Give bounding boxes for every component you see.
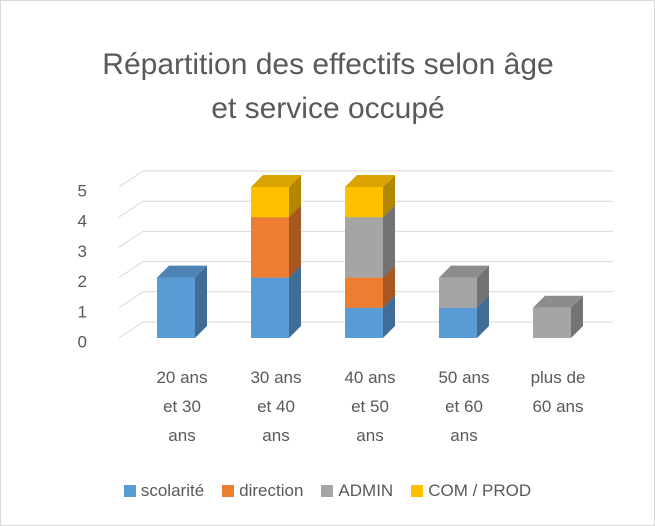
chart-title: Répartition des effectifs selon âge et s… bbox=[102, 48, 554, 125]
y-tick-label: 0 bbox=[78, 332, 87, 351]
bar-top bbox=[533, 295, 583, 308]
bar-top bbox=[439, 265, 489, 278]
legend-swatch bbox=[123, 485, 136, 497]
legend-item: ADMIN bbox=[321, 481, 393, 501]
bar-segment bbox=[345, 307, 383, 338]
legend-swatch bbox=[222, 485, 235, 497]
y-tick-label: 2 bbox=[78, 272, 87, 291]
bar-side bbox=[289, 205, 301, 278]
legend-item: direction bbox=[222, 481, 303, 501]
bar-side bbox=[477, 265, 489, 308]
legend-label: ADMIN bbox=[338, 481, 394, 500]
bar-side bbox=[571, 295, 583, 338]
legend-swatch bbox=[321, 485, 334, 497]
bar-side bbox=[383, 265, 395, 308]
bar-side bbox=[289, 265, 301, 338]
bar-top bbox=[251, 175, 301, 187]
bar-segment bbox=[533, 307, 571, 338]
y-tick-label: 1 bbox=[78, 302, 87, 321]
legend-label: COM / PROD bbox=[428, 481, 532, 500]
bar-segment bbox=[345, 277, 383, 308]
bar-top bbox=[345, 175, 395, 187]
bar-side bbox=[383, 175, 395, 218]
y-tick-label: 3 bbox=[78, 242, 87, 261]
bar-segment bbox=[251, 217, 289, 278]
grid-line bbox=[118, 261, 613, 279]
x-tick-label: 40 ans et 50 ans bbox=[344, 368, 396, 445]
legend-swatch bbox=[411, 485, 424, 497]
legend-label: scolarité bbox=[140, 481, 205, 500]
x-tick-label: 30 ans et 40 ans bbox=[250, 368, 302, 445]
grid-line bbox=[118, 230, 613, 248]
x-tick-label: plus de 60 ans bbox=[530, 368, 586, 416]
y-tick-label: 4 bbox=[78, 212, 87, 231]
legend: scolarité direction ADMIN COM / PROD bbox=[1, 481, 654, 501]
bar-segment bbox=[157, 277, 195, 338]
legend-item: COM / PROD bbox=[411, 481, 531, 501]
bar-segment bbox=[439, 307, 477, 338]
x-tick-label: 20 ans et 30 ans bbox=[156, 368, 208, 445]
y-tick-label: 5 bbox=[78, 181, 87, 200]
bar-side bbox=[477, 295, 489, 338]
bar-top bbox=[157, 265, 207, 278]
legend-label: direction bbox=[239, 481, 304, 500]
bar-segment bbox=[439, 277, 477, 308]
bar-segment bbox=[251, 277, 289, 338]
bar-side bbox=[289, 175, 301, 218]
grid-line bbox=[118, 170, 613, 188]
legend-item: scolarité bbox=[123, 481, 205, 501]
bar-segment bbox=[345, 217, 383, 278]
bar-segment bbox=[251, 187, 289, 218]
bar-segment bbox=[345, 187, 383, 218]
bar-side bbox=[383, 205, 395, 278]
bar-side bbox=[195, 265, 207, 338]
x-tick-label: 50 ans et 60 ans bbox=[438, 368, 490, 445]
bar-side bbox=[383, 295, 395, 338]
grid-line bbox=[118, 200, 613, 218]
